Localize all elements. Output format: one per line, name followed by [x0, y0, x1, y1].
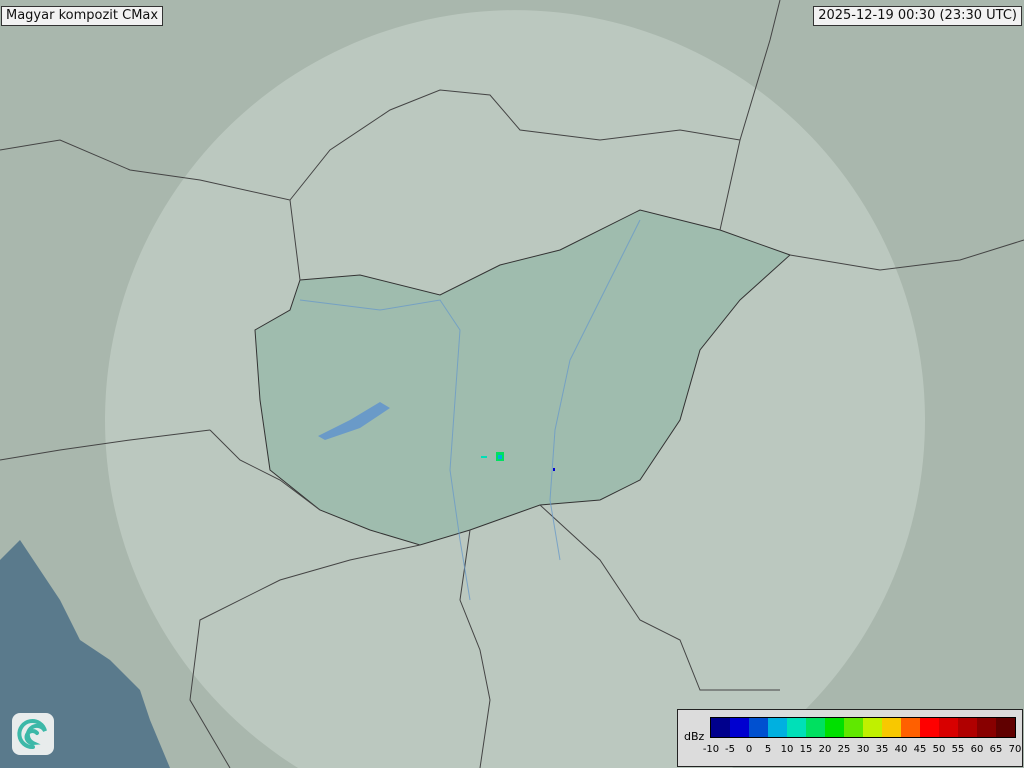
- legend-tick-label: 60: [970, 744, 984, 755]
- legend-swatch: [939, 718, 958, 737]
- legend-tick-label: -5: [725, 744, 735, 755]
- legend-tick-label: 0: [745, 744, 753, 755]
- legend-tick-label: 15: [799, 744, 813, 755]
- legend-color-bar: [710, 717, 1016, 738]
- adriatic-sea: [0, 540, 170, 768]
- legend-swatch: [920, 718, 939, 737]
- legend-unit: dBz: [684, 730, 705, 743]
- legend-tick-label: 5: [764, 744, 772, 755]
- legend-tick-label: 45: [913, 744, 927, 755]
- legend-swatch: [863, 718, 882, 737]
- radar-echoes: [481, 452, 555, 471]
- legend-tick-label: 25: [837, 744, 851, 755]
- legend-swatch: [787, 718, 806, 737]
- legend-tick-label: 65: [989, 744, 1003, 755]
- legend-swatch: [730, 718, 749, 737]
- legend-ticks: -10 -5 0 5 10 15 20 25 30 35 40 45 50 55 60 65 70: [703, 742, 1022, 762]
- legend-swatch: [768, 718, 787, 737]
- legend-tick-label: 40: [894, 744, 908, 755]
- legend-swatch: [825, 718, 844, 737]
- timestamp-label: 2025-12-19 00:30 (23:30 UTC): [813, 6, 1022, 26]
- legend-swatch: [977, 718, 996, 737]
- legend-swatch: [806, 718, 825, 737]
- legend-tick-label: -10: [702, 744, 720, 755]
- legend-swatch: [958, 718, 977, 737]
- legend-tick-label: 35: [875, 744, 889, 755]
- legend-tick-label: 50: [932, 744, 946, 755]
- hungary-border: [254, 209, 791, 546]
- legend-swatch: [711, 718, 730, 737]
- legend-swatch: [844, 718, 863, 737]
- legend-swatch: [749, 718, 768, 737]
- legend-tick-label: 55: [951, 744, 965, 755]
- rivers: [299, 219, 641, 601]
- legend-swatch: [901, 718, 920, 737]
- legend-tick-label: 20: [818, 744, 832, 755]
- color-scale-legend: dBz -10 -5 0 5 10 15 20 25 30 35 40 45 50 55 60 65 70: [677, 709, 1023, 767]
- swirl-logo-icon[interactable]: [12, 713, 54, 755]
- legend-tick-label: 30: [856, 744, 870, 755]
- legend-swatch: [996, 718, 1015, 737]
- legend-tick-label: 10: [780, 744, 794, 755]
- legend-swatch: [882, 718, 901, 737]
- lake-balaton: [318, 402, 390, 440]
- legend-tick-label: 70: [1008, 744, 1022, 755]
- product-title: Magyar kompozit CMax: [1, 6, 164, 26]
